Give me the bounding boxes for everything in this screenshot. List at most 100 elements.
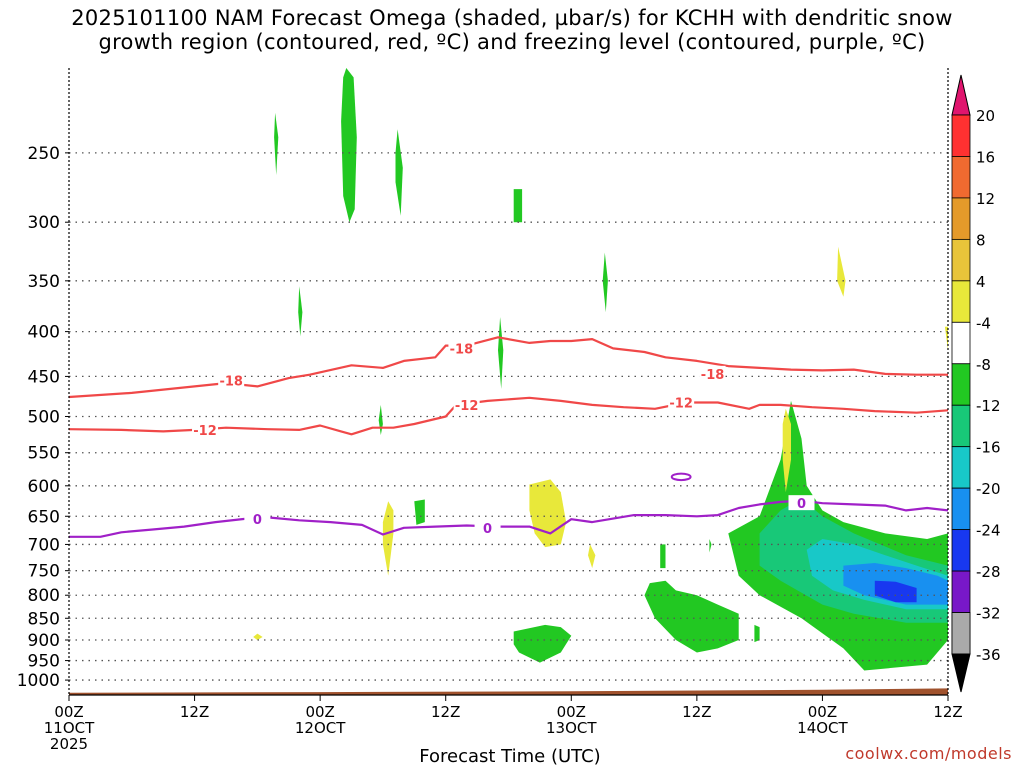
colorbar-swatch-7: [951, 404, 971, 448]
y-tick-label-950: 950: [28, 652, 60, 672]
omega-region-20: [529, 479, 567, 548]
colorbar-label-3: 8: [976, 231, 986, 249]
dendritic-contour-upper-label-0: -18: [219, 375, 243, 390]
colorbar-label-1: 16: [976, 148, 995, 166]
colorbar-label-12: -32: [976, 605, 1001, 623]
y-tick-label-250: 250: [28, 144, 60, 164]
omega-region-9: [660, 544, 666, 569]
omega-region-8: [414, 499, 425, 525]
colorbar-label-6: -8: [976, 356, 991, 374]
omega-region-2: [395, 129, 403, 216]
x-tick-label-7-0: 12Z: [933, 703, 962, 721]
colorbar-swatch-9: [951, 487, 971, 531]
y-tick-label-400: 400: [28, 323, 60, 343]
colorbar-label-5: -4: [976, 314, 991, 332]
colorbar-swatch-6: [951, 363, 971, 406]
y-tick-label-450: 450: [28, 367, 60, 387]
y-tick-label-900: 900: [28, 631, 60, 651]
colorbar-label-2: 12: [976, 190, 995, 208]
colorbar-swatch-2: [951, 197, 971, 240]
x-tick-label-6-1: 14OCT: [797, 719, 848, 737]
omega-region-7: [378, 404, 383, 435]
colorbar-bottom-arrow: [951, 653, 971, 693]
dendritic-contour-lower-label-bg-1: [453, 396, 480, 412]
omega-region-21: [588, 544, 596, 569]
x-tick-label-1-0: 12Z: [180, 703, 209, 721]
colorbar-label-9: -20: [976, 480, 1001, 498]
colorbar-label-10: -24: [976, 522, 1001, 540]
freezing-small-contour: [670, 472, 692, 482]
colorbar-swatch-3: [951, 238, 971, 282]
freezing-level-contour-label-bg-2: [788, 495, 815, 511]
omega-shading-layer: [253, 68, 948, 671]
y-tick-label-550: 550: [28, 444, 60, 464]
omega-region-5: [602, 252, 608, 313]
y-tick-label-350: 350: [28, 272, 60, 292]
dendritic-contour-lower-label-0: -12: [193, 424, 217, 439]
dendritic-contour-lower-label-bg-0: [192, 421, 219, 437]
y-tick-label-750: 750: [28, 562, 60, 582]
omega-region-1: [274, 112, 279, 175]
x-tick-label-0-0: 00Z: [54, 703, 83, 721]
colorbar-label-4: 4: [976, 273, 986, 291]
dendritic-contour-lower-line: [68, 396, 949, 436]
chart-title: 2025101100 NAM Forecast Omega (shaded, µ…: [71, 6, 953, 54]
dendritic-contour-lower-label-2: -12: [669, 397, 693, 412]
x-tick-label-3-0: 12Z: [431, 703, 460, 721]
freezing-level-contour-label-2: 0: [797, 497, 806, 512]
terrain-fill: [69, 688, 948, 695]
colorbar-swatch-0: [951, 114, 971, 157]
colorbar-swatch-5: [951, 321, 971, 365]
colorbar-label-0: 20: [976, 107, 995, 125]
omega-region-10: [709, 539, 712, 553]
x-tick-label-0-2: 2025: [50, 735, 88, 753]
omega-region-25: [944, 326, 948, 351]
freezing-level-contour-label-bg-0: [244, 511, 271, 527]
dendritic-contour-upper-label-2: -18: [701, 368, 725, 383]
x-tick-label-6-0: 00Z: [808, 703, 837, 721]
colorbar-swatch-4: [951, 280, 971, 323]
omega-region-18: [874, 580, 917, 603]
x-axis-label: Forecast Time (UTC): [419, 746, 601, 767]
colorbar-label-11: -28: [976, 563, 1001, 581]
dendritic-contour-upper-label-1: -18: [450, 342, 474, 357]
omega-region-23: [837, 246, 846, 297]
x-tick-label-2-1: 12OCT: [295, 719, 346, 737]
freezing-level-contour-label-0: 0: [253, 513, 262, 528]
x-tick-label-2-0: 00Z: [305, 703, 334, 721]
y-tick-label-500: 500: [28, 407, 60, 427]
colorbar-swatch-8: [951, 446, 971, 489]
y-tick-label-700: 700: [28, 535, 60, 555]
colorbar: 20 16 12 8 4 -4 -8 -12 -16 -20 -24 -28 -32 -36: [951, 74, 1001, 693]
site-credit[interactable]: coolwx.com/models: [845, 744, 1012, 763]
omega-region-11: [513, 624, 572, 663]
colorbar-swatch-11: [951, 570, 971, 613]
dendritic-contour-upper-label-bg-2: [699, 365, 726, 381]
dendritic-contour-upper-label-bg-0: [218, 372, 245, 388]
freezing-level-contour-label-bg-1: [474, 519, 501, 535]
y-tick-label-300: 300: [28, 213, 60, 233]
colorbar-top-arrow: [951, 74, 971, 116]
omega-region-24: [253, 633, 263, 640]
dendritic-contour-upper-label-bg-1: [448, 340, 475, 356]
axes-layer: 2503003504004505005506006507007508008509…: [17, 68, 963, 753]
dendritic-contour-lower-label-1: -12: [455, 399, 479, 414]
dendritic-contour-upper-line: [68, 336, 948, 399]
y-tick-label-600: 600: [28, 477, 60, 497]
omega-region-4: [513, 189, 523, 223]
omega-region-12: [754, 624, 760, 643]
ground-layer: [69, 688, 948, 695]
omega-region-0: [341, 68, 357, 223]
x-tick-label-4-0: 00Z: [557, 703, 586, 721]
colorbar-swatch-10: [951, 529, 971, 572]
omega-region-3: [298, 286, 303, 337]
colorbar-label-7: -12: [976, 397, 1001, 415]
contour-layer: -18 -18 -18 -12 -12 -12 0 0 0: [68, 336, 949, 538]
omega-region-13: [644, 580, 739, 653]
y-tick-label-800: 800: [28, 586, 60, 606]
dendritic-contour-lower-label-bg-2: [668, 394, 695, 410]
colorbar-label-8: -16: [976, 439, 1001, 457]
colorbar-swatch-last: [951, 612, 971, 655]
y-tick-label-1000: 1000: [17, 671, 60, 691]
